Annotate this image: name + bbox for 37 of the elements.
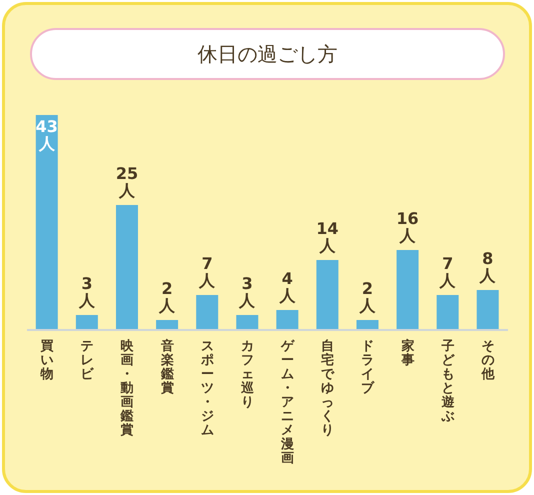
x-tick-label: スポーツ・ジム [200,339,214,438]
category-label: ゲーム・アニメ漫画 [281,339,294,466]
data-label: 2人 [158,279,176,315]
data-label: 25人 [116,164,138,200]
data-label: 16人 [396,209,419,245]
bar [476,290,499,330]
data-label: 4人 [278,269,296,305]
bar [276,310,298,330]
bar [76,315,98,330]
data-label: 3人 [238,274,256,310]
x-tick-label: 音楽鑑賞 [160,338,174,396]
x-tick-label: その他 [480,339,496,382]
data-label: 7人 [198,254,216,290]
x-tick-label: カフェ巡り [240,339,255,410]
bar [316,260,338,330]
bar [116,205,138,330]
bar [196,295,218,330]
x-tick-label: 子どもと遊ぶ [440,339,456,424]
chart-title: 休日の過ごし方 [198,40,338,68]
data-label: 7人 [438,254,457,290]
x-tick-label: テレビ [80,339,95,382]
data-label: 14人 [316,219,339,255]
bar [36,115,58,330]
bar [236,315,258,330]
x-tick-label: ドライブ [361,339,376,396]
x-tick-label: 自宅でゆっくり [321,339,336,438]
bar [396,250,419,330]
data-label: 2人 [358,279,376,315]
data-label: 3人 [78,274,96,310]
x-tick-label: 家事 [400,338,414,368]
data-label: 8人 [478,249,497,285]
bar [156,320,178,330]
x-tick-label: 映画・動画鑑賞 [120,339,135,438]
bar [356,320,378,330]
data-label: 43人 [36,117,58,153]
x-tick-label: 買い物 [40,339,54,382]
bar [436,295,459,330]
